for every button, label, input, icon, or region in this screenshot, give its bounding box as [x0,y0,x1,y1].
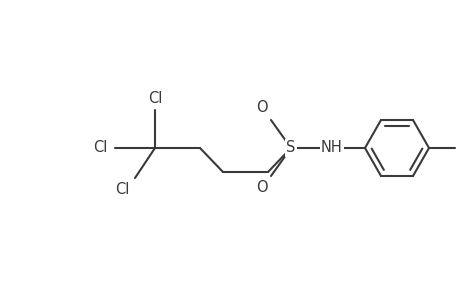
Text: S: S [285,140,295,155]
Text: NH: NH [320,140,342,155]
Text: O: O [256,100,267,116]
Text: Cl: Cl [93,140,107,155]
Text: O: O [256,181,267,196]
Text: Cl: Cl [147,91,162,106]
Text: Cl: Cl [115,182,129,197]
